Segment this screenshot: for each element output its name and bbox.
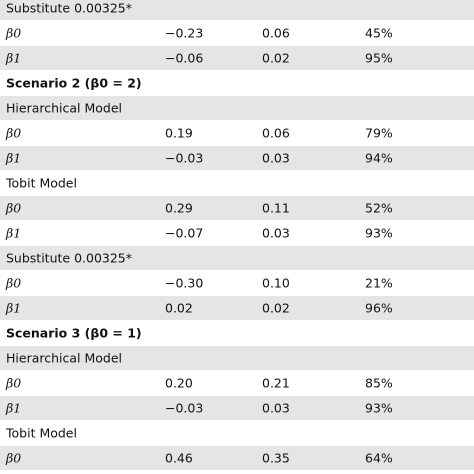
cell-value: 0.06	[262, 25, 290, 41]
parameter-label: β1	[6, 400, 22, 416]
table-row: β1 −0.03 0.03 93%	[0, 396, 474, 421]
table-row: β0 −0.30 0.10 21%	[0, 271, 474, 296]
table-row: Tobit Model	[0, 171, 474, 196]
cell-value: 64%	[365, 450, 393, 466]
cell-value: −0.03	[165, 150, 204, 166]
parameter-label: β0	[6, 200, 22, 216]
cell-value: 79%	[365, 125, 393, 141]
parameter-label: β0	[6, 375, 22, 391]
cell-value: 94%	[365, 150, 393, 166]
cell-value: −0.23	[165, 25, 204, 41]
cell-value: 0.35	[262, 450, 290, 466]
parameter-label: β0	[6, 275, 22, 291]
group-label: Hierarchical Model	[6, 100, 123, 116]
group-label: Tobit Model	[6, 425, 77, 441]
parameter-label: β1	[6, 50, 22, 66]
table-row: β0 −0.23 0.06 45%	[0, 21, 474, 46]
cell-value: 0.03	[262, 150, 290, 166]
cell-value: 0.02	[262, 50, 290, 66]
table-row: Substitute 0.00325*	[0, 246, 474, 271]
table-row: β0 0.19 0.06 79%	[0, 121, 474, 146]
section-heading: Scenario 3 (β0 = 1)	[6, 325, 142, 341]
parameter-label: β1	[6, 225, 22, 241]
group-label: Hierarchical Model	[6, 350, 123, 366]
cell-value: 0.11	[262, 200, 290, 216]
cell-value: 0.10	[262, 275, 290, 291]
table-row: β0 0.29 0.11 52%	[0, 196, 474, 221]
table-row: β1 −0.07 0.03 93%	[0, 221, 474, 246]
table-row: β1 −0.06 0.02 95%	[0, 46, 474, 71]
parameter-label: β1	[6, 300, 22, 316]
cell-value: 96%	[365, 300, 393, 316]
cell-value: 93%	[365, 225, 393, 241]
cell-value: 0.03	[262, 400, 290, 416]
table-row: Tobit Model	[0, 421, 474, 446]
cell-value: 0.46	[165, 450, 193, 466]
table-row: β1 0.02 0.02 96%	[0, 296, 474, 321]
cell-value: 85%	[365, 375, 393, 391]
cell-value: −0.06	[165, 50, 204, 66]
parameter-label: β1	[6, 150, 22, 166]
parameter-label: β0	[6, 450, 22, 466]
cell-value: 93%	[365, 400, 393, 416]
parameter-label: β0	[6, 125, 22, 141]
cell-value: 21%	[365, 275, 393, 291]
cell-value: −0.07	[165, 225, 204, 241]
cell-value: 0.20	[165, 375, 193, 391]
table-row: Hierarchical Model	[0, 346, 474, 371]
cell-value: 95%	[365, 50, 393, 66]
table-row: Scenario 2 (β0 = 2)	[0, 71, 474, 96]
parameter-label: β0	[6, 25, 22, 41]
table-row: β1 −0.03 0.03 94%	[0, 146, 474, 171]
section-heading: Scenario 2 (β0 = 2)	[6, 75, 142, 91]
cell-value: 0.21	[262, 375, 290, 391]
cell-value: 52%	[365, 200, 393, 216]
table-row: Substitute 0.00325*	[0, 0, 474, 21]
cell-value: −0.30	[165, 275, 204, 291]
table-row: β0 0.46 0.35 64%	[0, 446, 474, 471]
cell-value: 0.29	[165, 200, 193, 216]
table-row: β0 0.20 0.21 85%	[0, 371, 474, 396]
table-row: Hierarchical Model	[0, 96, 474, 121]
group-label: Substitute 0.00325*	[6, 250, 133, 266]
cell-value: 0.03	[262, 225, 290, 241]
cell-value: 45%	[365, 25, 393, 41]
cell-value: 0.06	[262, 125, 290, 141]
group-label: Substitute 0.00325*	[6, 0, 133, 16]
cell-value: −0.03	[165, 400, 204, 416]
group-label: Tobit Model	[6, 175, 77, 191]
table-row: Scenario 3 (β0 = 1)	[0, 321, 474, 346]
cell-value: 0.02	[262, 300, 290, 316]
cell-value: 0.19	[165, 125, 193, 141]
cell-value: 0.02	[165, 300, 193, 316]
